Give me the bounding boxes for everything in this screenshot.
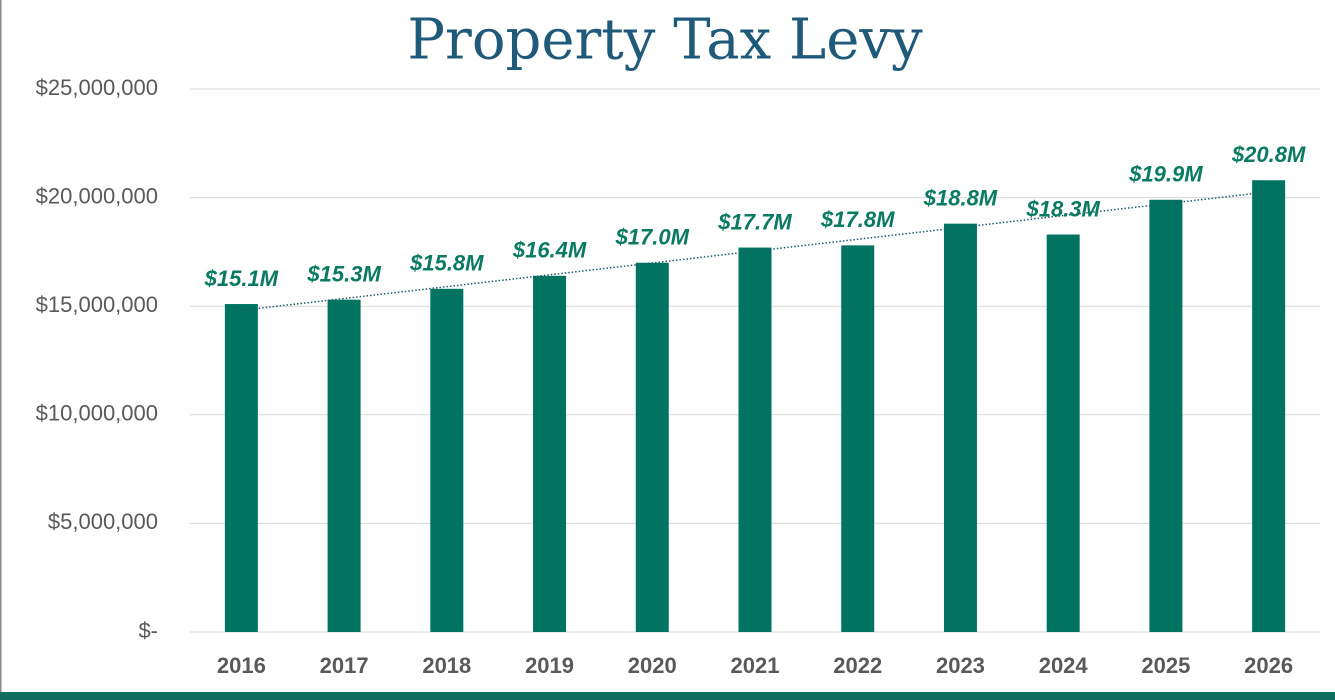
bar: [327, 299, 361, 632]
x-tick-label: 2018: [422, 653, 471, 678]
y-tick-label: $-: [138, 618, 158, 643]
value-label: $16.4M: [512, 238, 587, 263]
bar: [841, 245, 875, 632]
value-label: $17.8M: [820, 207, 895, 232]
bar: [943, 223, 977, 632]
bar: [635, 262, 669, 632]
value-label: $15.1M: [204, 266, 279, 291]
bar: [1046, 234, 1080, 633]
chart-title: Property Tax Levy: [407, 8, 923, 73]
left-border: [0, 0, 2, 700]
y-tick-label: $5,000,000: [48, 509, 158, 534]
bar: [533, 275, 567, 632]
value-label: $17.0M: [615, 225, 690, 250]
y-tick-label: $20,000,000: [36, 183, 158, 208]
bar: [1149, 199, 1183, 632]
bar: [430, 288, 464, 632]
value-label: $19.9M: [1128, 162, 1203, 187]
bar: [1252, 180, 1286, 632]
value-label: $18.3M: [1025, 196, 1100, 221]
x-tick-label: 2016: [217, 653, 266, 678]
x-tick-label: 2021: [731, 653, 780, 678]
bottom-stripe: [0, 692, 1335, 700]
value-label: $17.7M: [717, 209, 792, 234]
x-tick-label: 2019: [525, 653, 574, 678]
x-tick-label: 2022: [833, 653, 882, 678]
x-tick-label: 2020: [628, 653, 677, 678]
bar: [738, 247, 772, 632]
value-label: $15.3M: [306, 261, 381, 286]
x-tick-label: 2024: [1039, 653, 1089, 678]
value-label: $18.8M: [923, 185, 998, 210]
bar: [224, 304, 258, 632]
x-tick-label: 2017: [320, 653, 369, 678]
x-tick-label: 2026: [1244, 653, 1293, 678]
x-tick-label: 2023: [936, 653, 985, 678]
trendline: [241, 191, 1269, 312]
value-label: $20.8M: [1231, 142, 1306, 167]
y-tick-label: $10,000,000: [36, 401, 158, 426]
value-label: $15.8M: [409, 251, 484, 276]
y-tick-label: $15,000,000: [36, 292, 158, 317]
y-tick-label: $25,000,000: [36, 75, 158, 100]
x-tick-label: 2025: [1141, 653, 1190, 678]
